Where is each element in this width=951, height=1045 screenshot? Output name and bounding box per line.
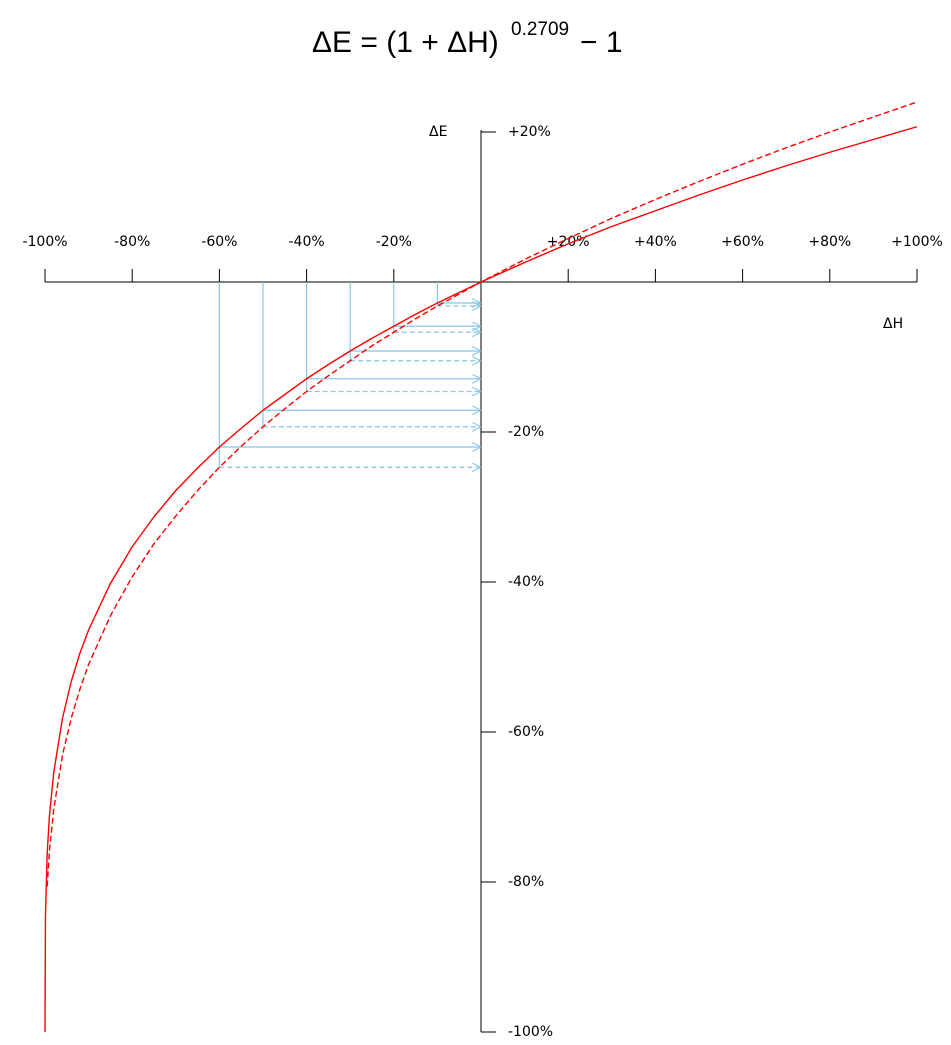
curve xyxy=(46,101,918,887)
title-tail: − 1 xyxy=(580,26,623,59)
x-tick-label: +80% xyxy=(808,234,851,250)
x-tick-label: +100% xyxy=(891,234,943,250)
y-tick-label: -80% xyxy=(508,874,544,890)
y-tick-label: -40% xyxy=(508,574,544,590)
x-axis-label: ΔH xyxy=(883,316,903,332)
x-tick-label: +40% xyxy=(634,234,677,250)
y-axis-label: ΔE xyxy=(429,124,447,140)
x-tick-label: -60% xyxy=(201,234,237,250)
title-base: ΔE = (1 + ΔH) xyxy=(312,26,499,59)
y-tick-label: -100% xyxy=(508,1024,553,1040)
curve xyxy=(44,126,918,1033)
title-exponent: 0.2709 xyxy=(511,19,569,40)
x-tick-label: +20% xyxy=(547,234,590,250)
y-tick-label: -60% xyxy=(508,724,544,740)
x-tick-label: +60% xyxy=(721,234,764,250)
y-tick-label: -20% xyxy=(508,424,544,440)
x-tick-label: -20% xyxy=(376,234,412,250)
y-tick-label: +20% xyxy=(508,124,551,140)
x-tick-label: -80% xyxy=(114,234,150,250)
x-tick-label: -100% xyxy=(22,234,67,250)
x-tick-label: -40% xyxy=(289,234,325,250)
